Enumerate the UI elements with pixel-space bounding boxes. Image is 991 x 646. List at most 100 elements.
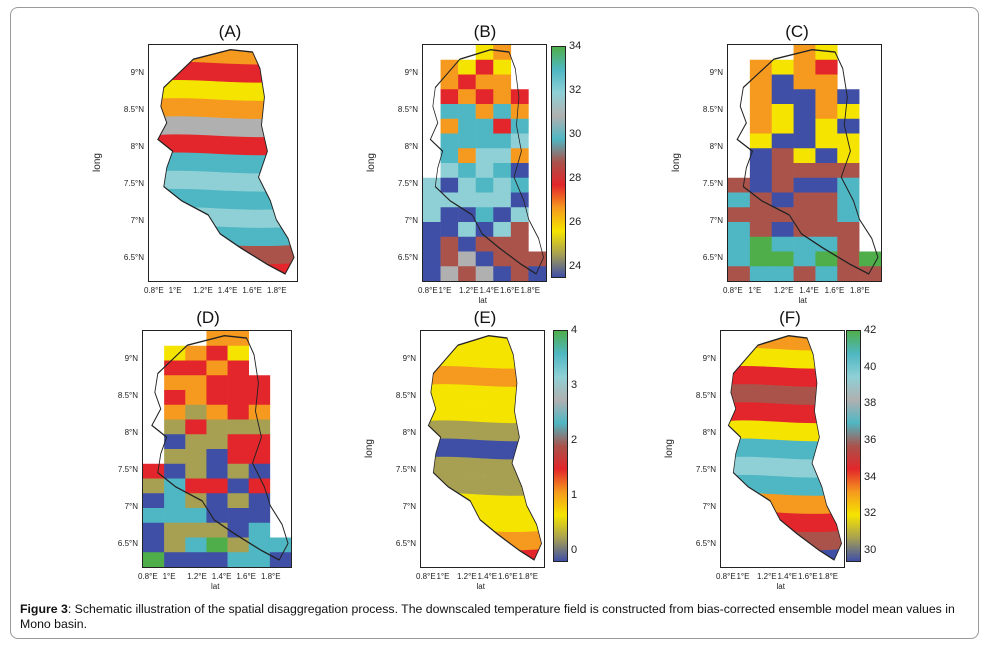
- grid-cell: [164, 449, 186, 465]
- grid-cell: [493, 163, 512, 179]
- grid-cell: [493, 74, 512, 90]
- grid-cell: [815, 74, 838, 90]
- colorbar-tick-label: 38: [864, 397, 877, 410]
- grid-cell: [749, 251, 773, 267]
- panel-title: (E): [473, 308, 497, 327]
- contour-band: [428, 335, 542, 352]
- y-tick-label: 9°N: [402, 354, 416, 363]
- y-tick-label: 7°N: [702, 502, 716, 511]
- x-tick-label: 1°E: [436, 572, 450, 581]
- caption-text: : Schematic illustration of the spatial …: [20, 602, 955, 631]
- grid-cell: [749, 59, 773, 75]
- grid-cell: [837, 163, 860, 179]
- grid-cell: [771, 266, 794, 281]
- grid-cell: [206, 434, 228, 450]
- grid-cell: [493, 236, 512, 252]
- y-tick-label: 8.5°N: [695, 391, 716, 400]
- grid-cell: [185, 537, 207, 553]
- grid-cell: [227, 478, 250, 494]
- panel-title: (D): [196, 308, 220, 327]
- x-axis-label: lat: [476, 582, 485, 591]
- grid-cell: [206, 331, 228, 347]
- grid-cell: [815, 89, 838, 105]
- grid-cell: [749, 163, 773, 179]
- grid-cell: [248, 537, 271, 553]
- grid-cell: [837, 207, 860, 223]
- x-tick-label: 1.8°E: [260, 572, 281, 581]
- x-tick-label: 1.6°E: [797, 572, 818, 581]
- grid-cell: [749, 177, 773, 193]
- x-axis-label: lat: [478, 296, 487, 305]
- grid-cell: [206, 360, 228, 376]
- grid-cell: [815, 192, 838, 208]
- grid-cell: [206, 463, 228, 479]
- grid-cell: [475, 118, 494, 134]
- grid-cell: [493, 192, 512, 208]
- grid-cell: [185, 552, 207, 567]
- grid-cell: [164, 360, 186, 376]
- grid-cell: [164, 493, 186, 509]
- grid-cell: [475, 148, 494, 164]
- grid-cell: [493, 222, 512, 238]
- x-tick-label: 1°E: [162, 572, 176, 581]
- x-tick-label: 1.8°E: [518, 572, 539, 581]
- grid-cell: [185, 434, 207, 450]
- basin-map: [157, 49, 295, 275]
- grid-cell: [423, 236, 441, 252]
- grid-cell: [749, 133, 773, 149]
- grid-cell: [269, 552, 291, 567]
- basin-map: [727, 335, 842, 561]
- contour-band: [728, 547, 842, 560]
- y-tick-label: 7°N: [709, 216, 723, 225]
- grid-cell: [458, 133, 476, 149]
- grid-cell: [749, 207, 773, 223]
- grid-cell: [815, 133, 838, 149]
- contour-band: [157, 152, 295, 175]
- grid-cell: [475, 236, 494, 252]
- grid-cell: [475, 266, 494, 281]
- grid-cell: [793, 192, 816, 208]
- colorbar: [846, 330, 861, 562]
- grid-cell: [440, 222, 459, 238]
- grid-cell: [510, 236, 529, 252]
- y-tick-label: 8°N: [402, 428, 416, 437]
- grid-cell: [493, 133, 512, 149]
- x-tick-label: 1.6°E: [499, 286, 520, 295]
- grid-cell: [510, 89, 529, 105]
- x-tick-label: 0.8°E: [138, 572, 158, 581]
- colorbar-tick-label: 42: [864, 324, 877, 336]
- contour-band: [157, 243, 295, 265]
- x-tick-label: 1.8°E: [818, 572, 839, 581]
- y-tick-label: 7.5°N: [395, 465, 416, 474]
- y-tick-label: 7.5°N: [695, 465, 716, 474]
- grid-cell: [164, 404, 186, 420]
- contour-band: [428, 529, 542, 551]
- colorbar-tick-label: 0: [571, 544, 578, 556]
- grid-cell: [793, 251, 816, 267]
- grid-cell: [458, 163, 476, 179]
- grid-cell: [837, 236, 860, 252]
- basin-outline: [736, 49, 879, 275]
- grid-cell: [185, 390, 207, 406]
- y-tick-label: 6.5°N: [397, 253, 418, 262]
- grid-cell: [458, 207, 476, 223]
- colorbar-tick-label: 36: [864, 434, 877, 446]
- grid-cell: [458, 118, 476, 134]
- y-axis-label: long: [91, 153, 103, 172]
- grid-cell: [859, 266, 881, 281]
- x-tick-label: 1.4°E: [479, 286, 500, 295]
- grid-cell: [143, 493, 165, 509]
- grid-cell: [510, 266, 529, 281]
- colorbar-tick-label: 34: [569, 40, 582, 52]
- grid-cell: [440, 236, 459, 252]
- grid-cell: [528, 266, 546, 281]
- figure-caption: Figure 3: Schematic illustration of the …: [20, 602, 970, 632]
- colorbar-tick-label: 30: [569, 128, 582, 140]
- grid-cell: [793, 45, 816, 61]
- x-axis-label: lat: [776, 582, 785, 591]
- x-axis-label: lat: [798, 296, 807, 305]
- map-plot: [148, 44, 298, 282]
- grid-cell: [458, 148, 476, 164]
- grid-cell: [749, 104, 773, 120]
- grid-cell: [749, 266, 773, 281]
